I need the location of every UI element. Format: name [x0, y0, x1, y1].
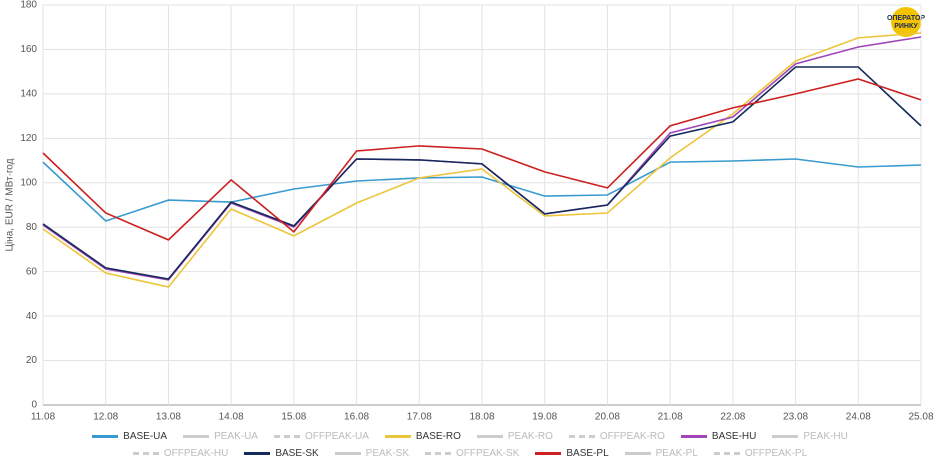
legend-swatch [183, 434, 210, 438]
x-tick-label: 14.08 [219, 412, 244, 423]
legend-label: OFFPEAK-RO [599, 430, 665, 442]
legend-item[interactable]: PEAK-RO [476, 429, 553, 443]
legend-label: PEAK-SK [365, 447, 410, 459]
y-tick-label: 0 [31, 400, 37, 411]
x-tick-label: 23.08 [783, 412, 808, 423]
legend-swatch [476, 434, 503, 438]
legend-swatch [425, 451, 452, 455]
legend-label: OFFPEAK-SK [456, 447, 520, 459]
logo-text: ОПЕРАТОР [887, 15, 925, 22]
legend-swatch [568, 434, 595, 438]
y-tick-label: 180 [20, 0, 37, 11]
x-tick-label: 13.08 [156, 412, 181, 423]
legend-label: BASE-RO [415, 430, 461, 442]
legend-item[interactable]: BASE-PL [535, 446, 609, 460]
x-tick-label: 17.08 [407, 412, 432, 423]
legend-swatch [384, 434, 411, 438]
y-tick-label: 40 [26, 311, 38, 322]
legend-label: PEAK-PL [655, 447, 698, 459]
legend-item[interactable]: OFFPEAK-UA [273, 429, 369, 443]
legend-label: BASE-SK [275, 447, 319, 459]
x-tick-label: 19.08 [532, 412, 557, 423]
series-line [42, 158, 922, 222]
legend-swatch [680, 434, 707, 438]
legend-item[interactable]: OFFPEAK-SK [425, 446, 519, 460]
legend-swatch [92, 434, 119, 438]
legend-item[interactable]: OFFPEAK-PL [713, 446, 808, 460]
y-tick-label: 60 [26, 266, 38, 277]
legend-item[interactable]: OFFPEAK-HU [132, 446, 229, 460]
legend-label: PEAK-RO [507, 430, 553, 442]
legend-item[interactable]: PEAK-SK [334, 446, 410, 460]
legend: BASE-UA PEAK-UA OFFPEAK-UA BASE-RO PEAK-RO OF… [30, 429, 910, 460]
series-line [42, 32, 922, 288]
x-tick-label: 24.08 [846, 412, 871, 423]
x-tick-label: 18.08 [469, 412, 494, 423]
x-tick-label: 20.08 [595, 412, 620, 423]
x-tick-label: 16.08 [344, 412, 369, 423]
legend-label: OFFPEAK-HU [163, 447, 229, 459]
logo-badge [891, 7, 921, 37]
legend-label: PEAK-UA [214, 430, 258, 442]
x-tick-label: 15.08 [281, 412, 306, 423]
series-line [42, 66, 922, 280]
legend-swatch [772, 434, 799, 438]
y-tick-label: 100 [20, 177, 37, 188]
legend-label: OFFPEAK-PL [744, 447, 808, 459]
legend-item[interactable]: BASE-RO [384, 429, 461, 443]
legend-item[interactable]: PEAK-UA [183, 429, 258, 443]
legend-label: OFFPEAK-UA [304, 430, 369, 442]
x-tick-label: 11.08 [31, 412, 56, 423]
legend-swatch [713, 451, 740, 455]
series-line [42, 78, 922, 241]
legend-item[interactable]: PEAK-HU [772, 429, 848, 443]
legend-item[interactable]: PEAK-PL [624, 446, 698, 460]
y-tick-label: 120 [20, 133, 37, 144]
y-tick-label: 160 [20, 44, 37, 55]
legend-item[interactable]: OFFPEAK-RO [568, 429, 665, 443]
y-tick-label: 20 [26, 355, 38, 366]
y-axis-label: Ціна, EUR / МВт·год [5, 158, 16, 251]
legend-label: BASE-HU [711, 430, 757, 442]
legend-swatch [132, 451, 159, 455]
legend-swatch [244, 451, 271, 455]
legend-label: BASE-PL [566, 447, 609, 459]
logo-text: РИНКУ [894, 23, 918, 30]
plot: 0 20 40 60 80 100 120 140 160 180 11.08 12.08 13.08 1… [20, 0, 934, 423]
y-tick-label: 140 [20, 89, 37, 100]
legend-swatch [273, 434, 300, 438]
x-tick-label: 22.08 [720, 412, 745, 423]
legend-label: PEAK-HU [803, 430, 848, 442]
legend-swatch [624, 451, 651, 455]
legend-item[interactable]: BASE-UA [92, 429, 167, 443]
x-tick-label: 25.08 [908, 412, 933, 423]
legend-item[interactable]: BASE-SK [244, 446, 319, 460]
x-tick-label: 12.08 [93, 412, 118, 423]
legend-swatch [535, 451, 562, 455]
legend-swatch [334, 451, 361, 455]
legend-item[interactable]: BASE-HU [680, 429, 757, 443]
y-tick-label: 80 [26, 222, 38, 233]
legend-label: BASE-UA [123, 430, 168, 442]
x-tick-label: 21.08 [658, 412, 683, 423]
